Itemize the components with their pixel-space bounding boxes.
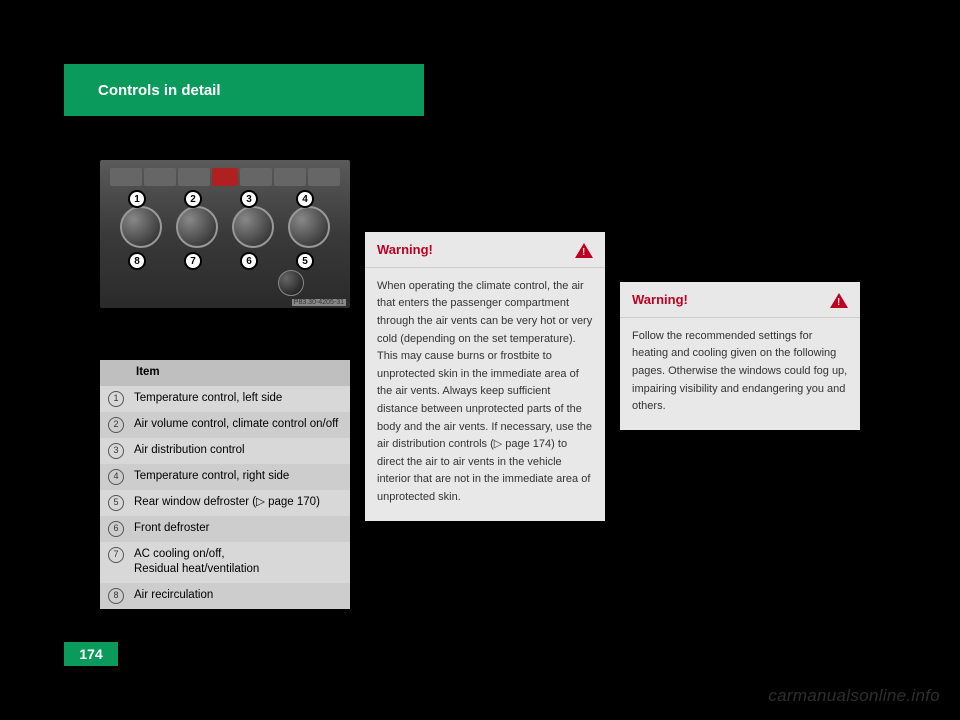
dial-icon [232, 206, 274, 248]
row-number: 7 [108, 547, 124, 563]
panel-btn [240, 168, 272, 186]
callout-5: 5 [296, 252, 314, 270]
row-desc: Air recirculation [134, 588, 342, 604]
warning-body: When operating the climate control, the … [365, 268, 605, 521]
warning-title: Warning! [377, 240, 433, 261]
table-row: 5 Rear window defroster (▷ page 170) [100, 490, 350, 516]
table-row: 8 Air recirculation [100, 583, 350, 609]
warning-box-right: Warning! Follow the recommended settings… [620, 282, 860, 430]
row-desc: Front defroster [134, 521, 342, 537]
figure-reference: P83.30-4205-31 [292, 299, 346, 306]
row-desc: AC cooling on/off, Residual heat/ventila… [134, 547, 342, 578]
dial-icon [288, 206, 330, 248]
dial-icon [120, 206, 162, 248]
dials-row [120, 206, 330, 248]
row-number: 2 [108, 417, 124, 433]
callout-8: 8 [128, 252, 146, 270]
item-table-header: Item [100, 360, 350, 386]
row-number: 1 [108, 391, 124, 407]
warning-triangle-icon [575, 243, 593, 258]
row-number: 3 [108, 443, 124, 459]
warning-header: Warning! [365, 232, 605, 268]
row-desc: Temperature control, right side [134, 469, 342, 485]
page-number: 174 [64, 642, 118, 666]
row-desc: Air volume control, climate control on/o… [134, 417, 342, 433]
section-title: Controls in detail [98, 82, 221, 99]
row-desc: Temperature control, left side [134, 391, 342, 407]
table-row: 1 Temperature control, left side [100, 386, 350, 412]
warning-triangle-icon [830, 293, 848, 308]
climate-control-panel-figure: 1 2 3 4 5 6 7 8 P83.30-4205-31 [100, 160, 350, 308]
table-row: 4 Temperature control, right side [100, 464, 350, 490]
cigarette-lighter-icon [278, 270, 304, 296]
section-header: Controls in detail [64, 64, 424, 116]
row-number: 4 [108, 469, 124, 485]
panel-btn [308, 168, 340, 186]
panel-btn [274, 168, 306, 186]
table-row: 3 Air distribution control [100, 438, 350, 464]
row-number: 6 [108, 521, 124, 537]
watermark: carmanualsonline.info [768, 686, 940, 706]
panel-btn [110, 168, 142, 186]
callout-2: 2 [184, 190, 202, 208]
callout-6: 6 [240, 252, 258, 270]
hazard-button-icon [212, 168, 238, 186]
panel-button-row [110, 168, 340, 186]
warning-body: Follow the recommended settings for heat… [620, 318, 860, 430]
row-desc: Rear window defroster (▷ page 170) [134, 495, 342, 511]
callout-4: 4 [296, 190, 314, 208]
dial-icon [176, 206, 218, 248]
row-number: 8 [108, 588, 124, 604]
warning-box-left: Warning! When operating the climate cont… [365, 232, 605, 521]
warning-title: Warning! [632, 290, 688, 311]
item-table: Item 1 Temperature control, left side 2 … [100, 360, 350, 609]
panel-btn [144, 168, 176, 186]
callout-7: 7 [184, 252, 202, 270]
table-row: 6 Front defroster [100, 516, 350, 542]
callout-1: 1 [128, 190, 146, 208]
row-desc: Air distribution control [134, 443, 342, 459]
panel-btn [178, 168, 210, 186]
callout-3: 3 [240, 190, 258, 208]
warning-header: Warning! [620, 282, 860, 318]
row-number: 5 [108, 495, 124, 511]
table-row: 2 Air volume control, climate control on… [100, 412, 350, 438]
table-row: 7 AC cooling on/off, Residual heat/venti… [100, 542, 350, 583]
